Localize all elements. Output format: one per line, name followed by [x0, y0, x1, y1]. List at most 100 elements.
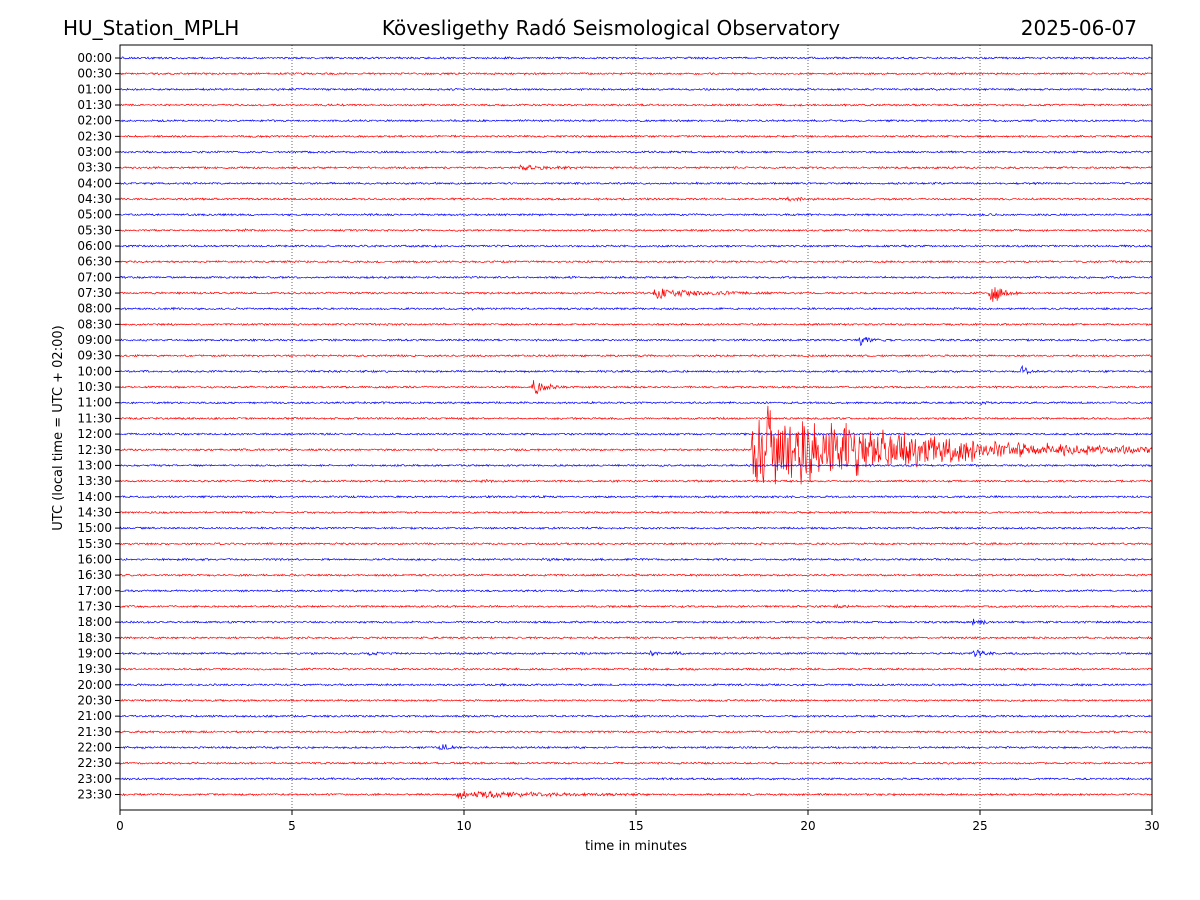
x-tick-label-0: 0 [116, 819, 124, 833]
y-tick-label-18: 09:00 [77, 333, 112, 347]
trace-2000 [119, 682, 1153, 687]
x-tick-label-5: 25 [972, 819, 987, 833]
x-tick-label-4: 20 [800, 819, 815, 833]
trace-group [119, 56, 1153, 800]
y-tick-label-32: 16:00 [77, 552, 112, 566]
trace-2130 [119, 730, 1153, 734]
trace-0400 [119, 181, 1153, 186]
trace-1430 [119, 510, 1153, 515]
y-tick-label-31: 15:30 [77, 537, 112, 551]
trace-2030 [119, 698, 1153, 703]
trace-0930 [119, 353, 1153, 358]
trace-1000 [119, 364, 1153, 375]
y-axis-label: UTC (local time = UTC + 02:00) [51, 325, 66, 530]
trace-2100 [119, 714, 1153, 719]
trace-1830 [119, 635, 1153, 640]
y-tick-label-33: 16:30 [77, 568, 112, 582]
x-tick-label-1: 5 [288, 819, 296, 833]
y-tick-label-12: 06:00 [77, 239, 112, 253]
trace-1630 [119, 573, 1153, 577]
trace-0330 [119, 164, 1153, 171]
y-tick-label-0: 00:00 [77, 51, 112, 65]
y-tick-label-38: 19:00 [77, 646, 112, 660]
trace-2330 [119, 790, 1153, 800]
y-tick-label-47: 23:30 [77, 787, 112, 801]
y-tick-label-19: 09:30 [77, 349, 112, 363]
y-tick-label-44: 22:00 [77, 740, 112, 754]
trace-0000 [119, 56, 1153, 60]
trace-1600 [119, 557, 1153, 562]
trace-1730 [119, 603, 1153, 609]
trace-0800 [119, 306, 1153, 311]
trace-2200 [120, 744, 1153, 751]
x-axis: 0 5 10 15 20 25 30 [116, 810, 1160, 833]
trace-1900 [119, 649, 1152, 657]
y-tick-label-46: 23:00 [77, 772, 112, 786]
trace-0100 [119, 87, 1153, 92]
trace-0530 [119, 228, 1153, 233]
y-tick-label-41: 20:30 [77, 693, 112, 707]
trace-1530 [119, 541, 1153, 546]
trace-1200 [119, 432, 1153, 436]
trace-0130 [119, 103, 1152, 107]
trace-0200 [119, 118, 1153, 123]
chart-title: Kövesligethy Radó Seismological Observat… [382, 16, 840, 40]
trace-1800 [119, 618, 1153, 626]
y-tick-label-14: 07:00 [77, 270, 112, 284]
y-tick-label-22: 11:00 [77, 396, 112, 410]
y-tick-label-15: 07:30 [77, 286, 112, 300]
trace-1700 [119, 588, 1153, 593]
y-tick-label-40: 20:00 [77, 678, 112, 692]
trace-2300 [119, 776, 1153, 781]
trace-0700 [119, 275, 1153, 280]
y-tick-label-37: 18:30 [77, 631, 112, 645]
y-tick-label-29: 14:30 [77, 505, 112, 519]
y-tick-label-17: 08:30 [77, 317, 112, 331]
y-tick-label-20: 10:00 [77, 364, 112, 378]
trace-0830 [119, 322, 1153, 327]
trace-0230 [119, 134, 1153, 139]
trace-0730 [119, 287, 1153, 302]
x-tick-label-2: 10 [456, 819, 471, 833]
trace-1300 [119, 463, 1153, 468]
trace-1400 [119, 494, 1153, 499]
trace-1230 [119, 405, 1153, 485]
y-tick-label-36: 18:00 [77, 615, 112, 629]
trace-0030 [120, 71, 1153, 76]
y-tick-label-2: 01:00 [77, 82, 112, 96]
chart-date: 2025-06-07 [1021, 16, 1137, 40]
trace-0630 [119, 259, 1153, 264]
y-tick-label-4: 02:00 [77, 114, 112, 128]
trace-2230 [119, 761, 1153, 765]
y-tick-label-27: 13:30 [77, 474, 112, 488]
y-tick-label-24: 12:00 [77, 427, 112, 441]
trace-1930 [119, 667, 1153, 671]
y-tick-label-6: 03:00 [77, 145, 112, 159]
y-tick-label-8: 04:00 [77, 176, 112, 190]
y-tick-label-5: 02:30 [77, 129, 112, 143]
trace-1130 [119, 416, 1153, 421]
y-tick-label-10: 05:00 [77, 208, 112, 222]
trace-1330 [119, 479, 1152, 484]
y-tick-label-16: 08:00 [77, 302, 112, 316]
trace-1100 [120, 400, 1153, 406]
y-tick-label-34: 17:00 [77, 584, 112, 598]
trace-1030 [119, 380, 1153, 395]
y-tick-label-9: 04:30 [77, 192, 112, 206]
x-tick-label-6: 30 [1144, 819, 1159, 833]
x-tick-label-3: 15 [628, 819, 643, 833]
y-tick-label-1: 00:30 [77, 67, 112, 81]
y-tick-label-23: 11:30 [77, 411, 112, 425]
y-tick-label-42: 21:00 [77, 709, 112, 723]
y-tick-label-28: 14:00 [77, 490, 112, 504]
y-tick-label-45: 22:30 [77, 756, 112, 770]
trace-0430 [119, 196, 1153, 202]
y-tick-label-11: 05:30 [77, 223, 112, 237]
y-tick-label-43: 21:30 [77, 725, 112, 739]
trace-0300 [119, 150, 1152, 155]
y-tick-label-7: 03:30 [77, 161, 112, 175]
y-tick-label-35: 17:30 [77, 599, 112, 613]
y-tick-label-13: 06:30 [77, 255, 112, 269]
y-tick-label-21: 10:30 [77, 380, 112, 394]
